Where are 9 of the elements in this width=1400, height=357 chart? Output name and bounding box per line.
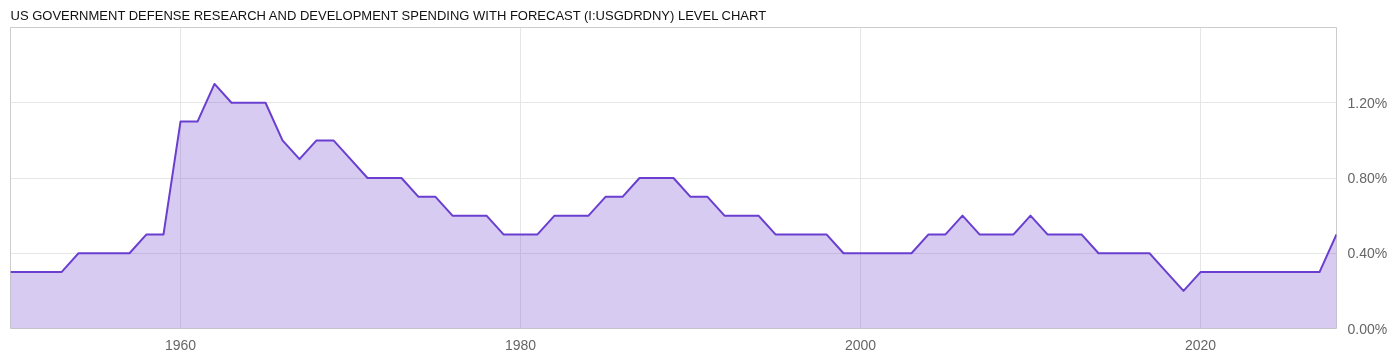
x-tick-label: 1980 xyxy=(504,336,537,353)
y-tick-label: 0.80% xyxy=(1347,170,1388,186)
y-tick-label: 0.40% xyxy=(1347,245,1388,262)
y-tick-label: 1.20% xyxy=(1347,94,1388,111)
y-tick-label: 0.00% xyxy=(1347,320,1388,337)
x-tick-label: 2000 xyxy=(844,336,877,353)
chart-title: US GOVERNMENT DEFENSE RESEARCH AND DEVELOPMENT SPENDING WITH FORECAST (I:USGDRDNY) LEVEL CHART xyxy=(10,7,767,23)
x-tick-label: 1960 xyxy=(164,336,197,353)
x-tick-label: 2020 xyxy=(1184,336,1217,353)
